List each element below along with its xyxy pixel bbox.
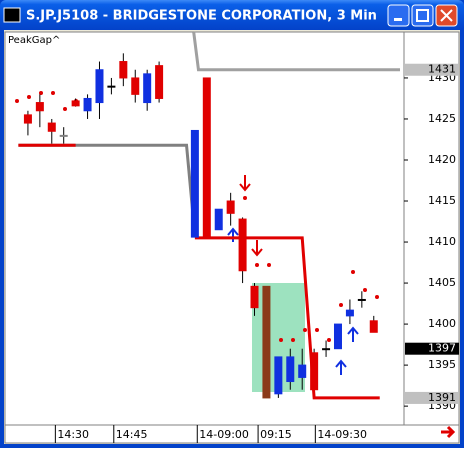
x-tick-label: 14:45 <box>116 428 148 441</box>
candle-body <box>35 102 44 112</box>
candle-body <box>71 100 80 107</box>
y-tick-label: 1420 <box>428 153 456 166</box>
x-tick-label: 14-09:00 <box>199 428 249 441</box>
x-tick-label: 14:30 <box>57 428 89 441</box>
candle-body <box>345 309 354 317</box>
candle-body <box>286 356 295 383</box>
candle-body <box>369 320 378 333</box>
candle-body <box>59 134 68 137</box>
candle-body <box>155 65 164 99</box>
candle-body <box>274 356 283 395</box>
minimize-button[interactable] <box>387 4 410 27</box>
indicator-line <box>194 236 380 400</box>
candle-body <box>214 208 223 231</box>
candle-body <box>131 77 140 95</box>
candle-body <box>143 73 152 104</box>
candle-body <box>250 285 259 309</box>
price-marker <box>405 63 459 76</box>
maximize-icon <box>416 9 429 22</box>
y-tick-label: 1425 <box>428 112 456 125</box>
signal-stars <box>15 91 379 342</box>
candle-body <box>47 122 56 132</box>
indicator-label: PeakGap^ <box>8 35 60 46</box>
candle-body <box>310 352 319 391</box>
price-marker <box>405 342 459 355</box>
candle-body <box>298 364 307 378</box>
time-axis <box>4 424 460 444</box>
y-tick-label: 1395 <box>428 358 456 371</box>
price-marker <box>405 391 459 404</box>
close-icon <box>440 9 453 22</box>
y-tick-label: 1400 <box>428 317 456 330</box>
price-marker-label: 1391 <box>428 391 456 404</box>
y-tick-label: 1410 <box>428 235 456 248</box>
y-tick-label: 1415 <box>428 194 456 207</box>
y-tick-label: 1405 <box>428 276 456 289</box>
scroll-arrow[interactable] <box>441 425 456 439</box>
candle-body <box>23 114 32 124</box>
app-icon <box>3 7 21 23</box>
candle-body <box>119 61 128 79</box>
x-tick-label: 09:15 <box>260 428 292 441</box>
candle-body <box>262 285 271 399</box>
candle-body <box>95 69 104 104</box>
price-marker-label: 1431 <box>428 63 456 76</box>
candle-body <box>83 97 92 112</box>
candle-body <box>238 218 247 272</box>
price-axis <box>403 31 460 426</box>
maximize-button[interactable] <box>411 4 434 27</box>
price-marker-label: 1397 <box>428 342 456 355</box>
candle-body <box>190 129 199 238</box>
candle-body <box>226 200 235 214</box>
indicator-line <box>192 31 400 72</box>
x-tick-label: 14-09:30 <box>317 428 367 441</box>
signal-arrows <box>227 175 359 375</box>
candle-body <box>202 77 211 238</box>
title-bar <box>0 0 464 30</box>
candle-body <box>322 348 331 351</box>
candle-body <box>357 298 366 301</box>
minimize-icon <box>394 18 402 21</box>
candle-body <box>107 85 116 88</box>
candle-body <box>333 323 342 350</box>
window-title: S.JP.J5108 - BRIDGESTONE CORPORATION, 3 … <box>26 9 377 24</box>
